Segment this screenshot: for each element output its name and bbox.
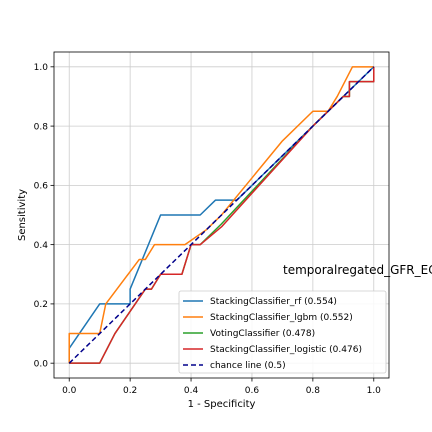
y-tick-label: 0.2 (34, 300, 48, 310)
legend-box (178, 290, 387, 374)
x-tick-label: 0.4 (184, 386, 199, 396)
side-title: temporalregated_GFR_EC (283, 263, 432, 277)
legend-label: chance line (0.5) (210, 361, 286, 371)
ticks: 0.0 0.2 0.4 0.6 0.8 1.0 0.0 0.2 0.4 0.6 0.8 1.0 (34, 63, 382, 396)
x-tick-label: 0.2 (123, 386, 137, 396)
series-layer (68, 66, 375, 364)
legend: StackingClassifier_rf (0.554) StackingCla… (178, 290, 387, 374)
x-axis-label: 1 - Specificity (188, 399, 256, 410)
y-axis-label: Sensitivity (17, 189, 28, 241)
y-tick-label: 0.6 (34, 182, 49, 192)
x-tick-label: 1.0 (367, 386, 382, 396)
y-tick-label: 1.0 (34, 63, 49, 73)
series-line-3 (69, 66, 375, 364)
legend-label: StackingClassifier_rf (0.554) (210, 297, 337, 307)
series-line-1 (68, 66, 374, 364)
y-tick-label: 0.4 (34, 241, 49, 251)
y-tick-label: 0.0 (34, 359, 49, 369)
x-tick-label: 0.8 (306, 386, 321, 396)
x-tick-label: 0.0 (62, 386, 77, 396)
series-line-4 (68, 66, 375, 364)
legend-label: StackingClassifier_logistic (0.476) (210, 345, 362, 355)
legend-label: StackingClassifier_lgbm (0.552) (210, 313, 353, 323)
x-tick-label: 0.6 (245, 386, 260, 396)
legend-label: VotingClassifier (0.478) (210, 329, 315, 339)
plot-frame (53, 51, 390, 379)
y-tick-label: 0.8 (34, 122, 49, 132)
